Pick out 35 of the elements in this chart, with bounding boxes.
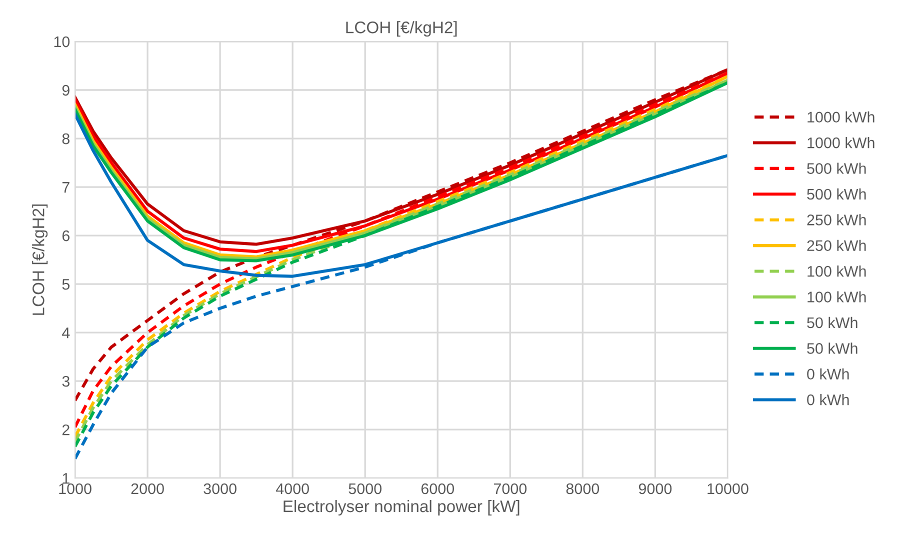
legend-label: 100 kWh xyxy=(808,266,866,277)
legend-label: 500 kWh xyxy=(807,188,866,200)
x-tick-label: 10000 xyxy=(708,483,748,494)
y-tick-label: 2 xyxy=(62,424,70,436)
x-tick-label: 1000 xyxy=(59,483,92,494)
legend-label: 50 kWh xyxy=(807,316,858,328)
y-tick-label: 7 xyxy=(62,182,70,193)
chart-title: LCOH [€/kgH2] xyxy=(346,21,457,37)
x-tick-label: 2000 xyxy=(131,483,164,494)
x-tick-label: 6000 xyxy=(421,483,454,494)
legend-label: 0 kWh xyxy=(807,394,849,406)
x-tick-label: 7000 xyxy=(494,483,527,494)
x-tick-label: 4000 xyxy=(276,483,309,494)
y-tick-label: 1 xyxy=(62,473,70,484)
y-tick-label: 10 xyxy=(54,36,70,48)
legend-label: 1000 kWh xyxy=(808,111,874,123)
legend-label: 250 kWh xyxy=(807,240,866,252)
y-axis-title: LCOH [€/kgH2] xyxy=(32,204,48,315)
y-tick-label: 8 xyxy=(62,133,70,144)
legend-label: 50 kWh xyxy=(807,342,858,354)
y-tick-label: 6 xyxy=(62,230,70,242)
y-tick-label: 9 xyxy=(62,84,70,96)
legend-label: 250 kWh xyxy=(807,214,866,226)
y-tick-label: 3 xyxy=(62,376,70,387)
legend-label: 100 kWh xyxy=(808,291,866,302)
x-tick-label: 9000 xyxy=(638,483,672,494)
x-tick-label: 5000 xyxy=(348,483,382,494)
legend-label: 0 kWh xyxy=(807,368,849,380)
legend-label: 500 kWh xyxy=(807,162,866,174)
x-tick-label: 8000 xyxy=(566,483,600,494)
y-tick-label: 5 xyxy=(62,279,70,290)
x-tick-label: 3000 xyxy=(204,483,236,494)
y-tick-label: 4 xyxy=(62,328,70,338)
legend-label: 1000 kWh xyxy=(808,137,874,148)
x-axis-title: Electrolyser nominal power [kW] xyxy=(284,500,520,516)
